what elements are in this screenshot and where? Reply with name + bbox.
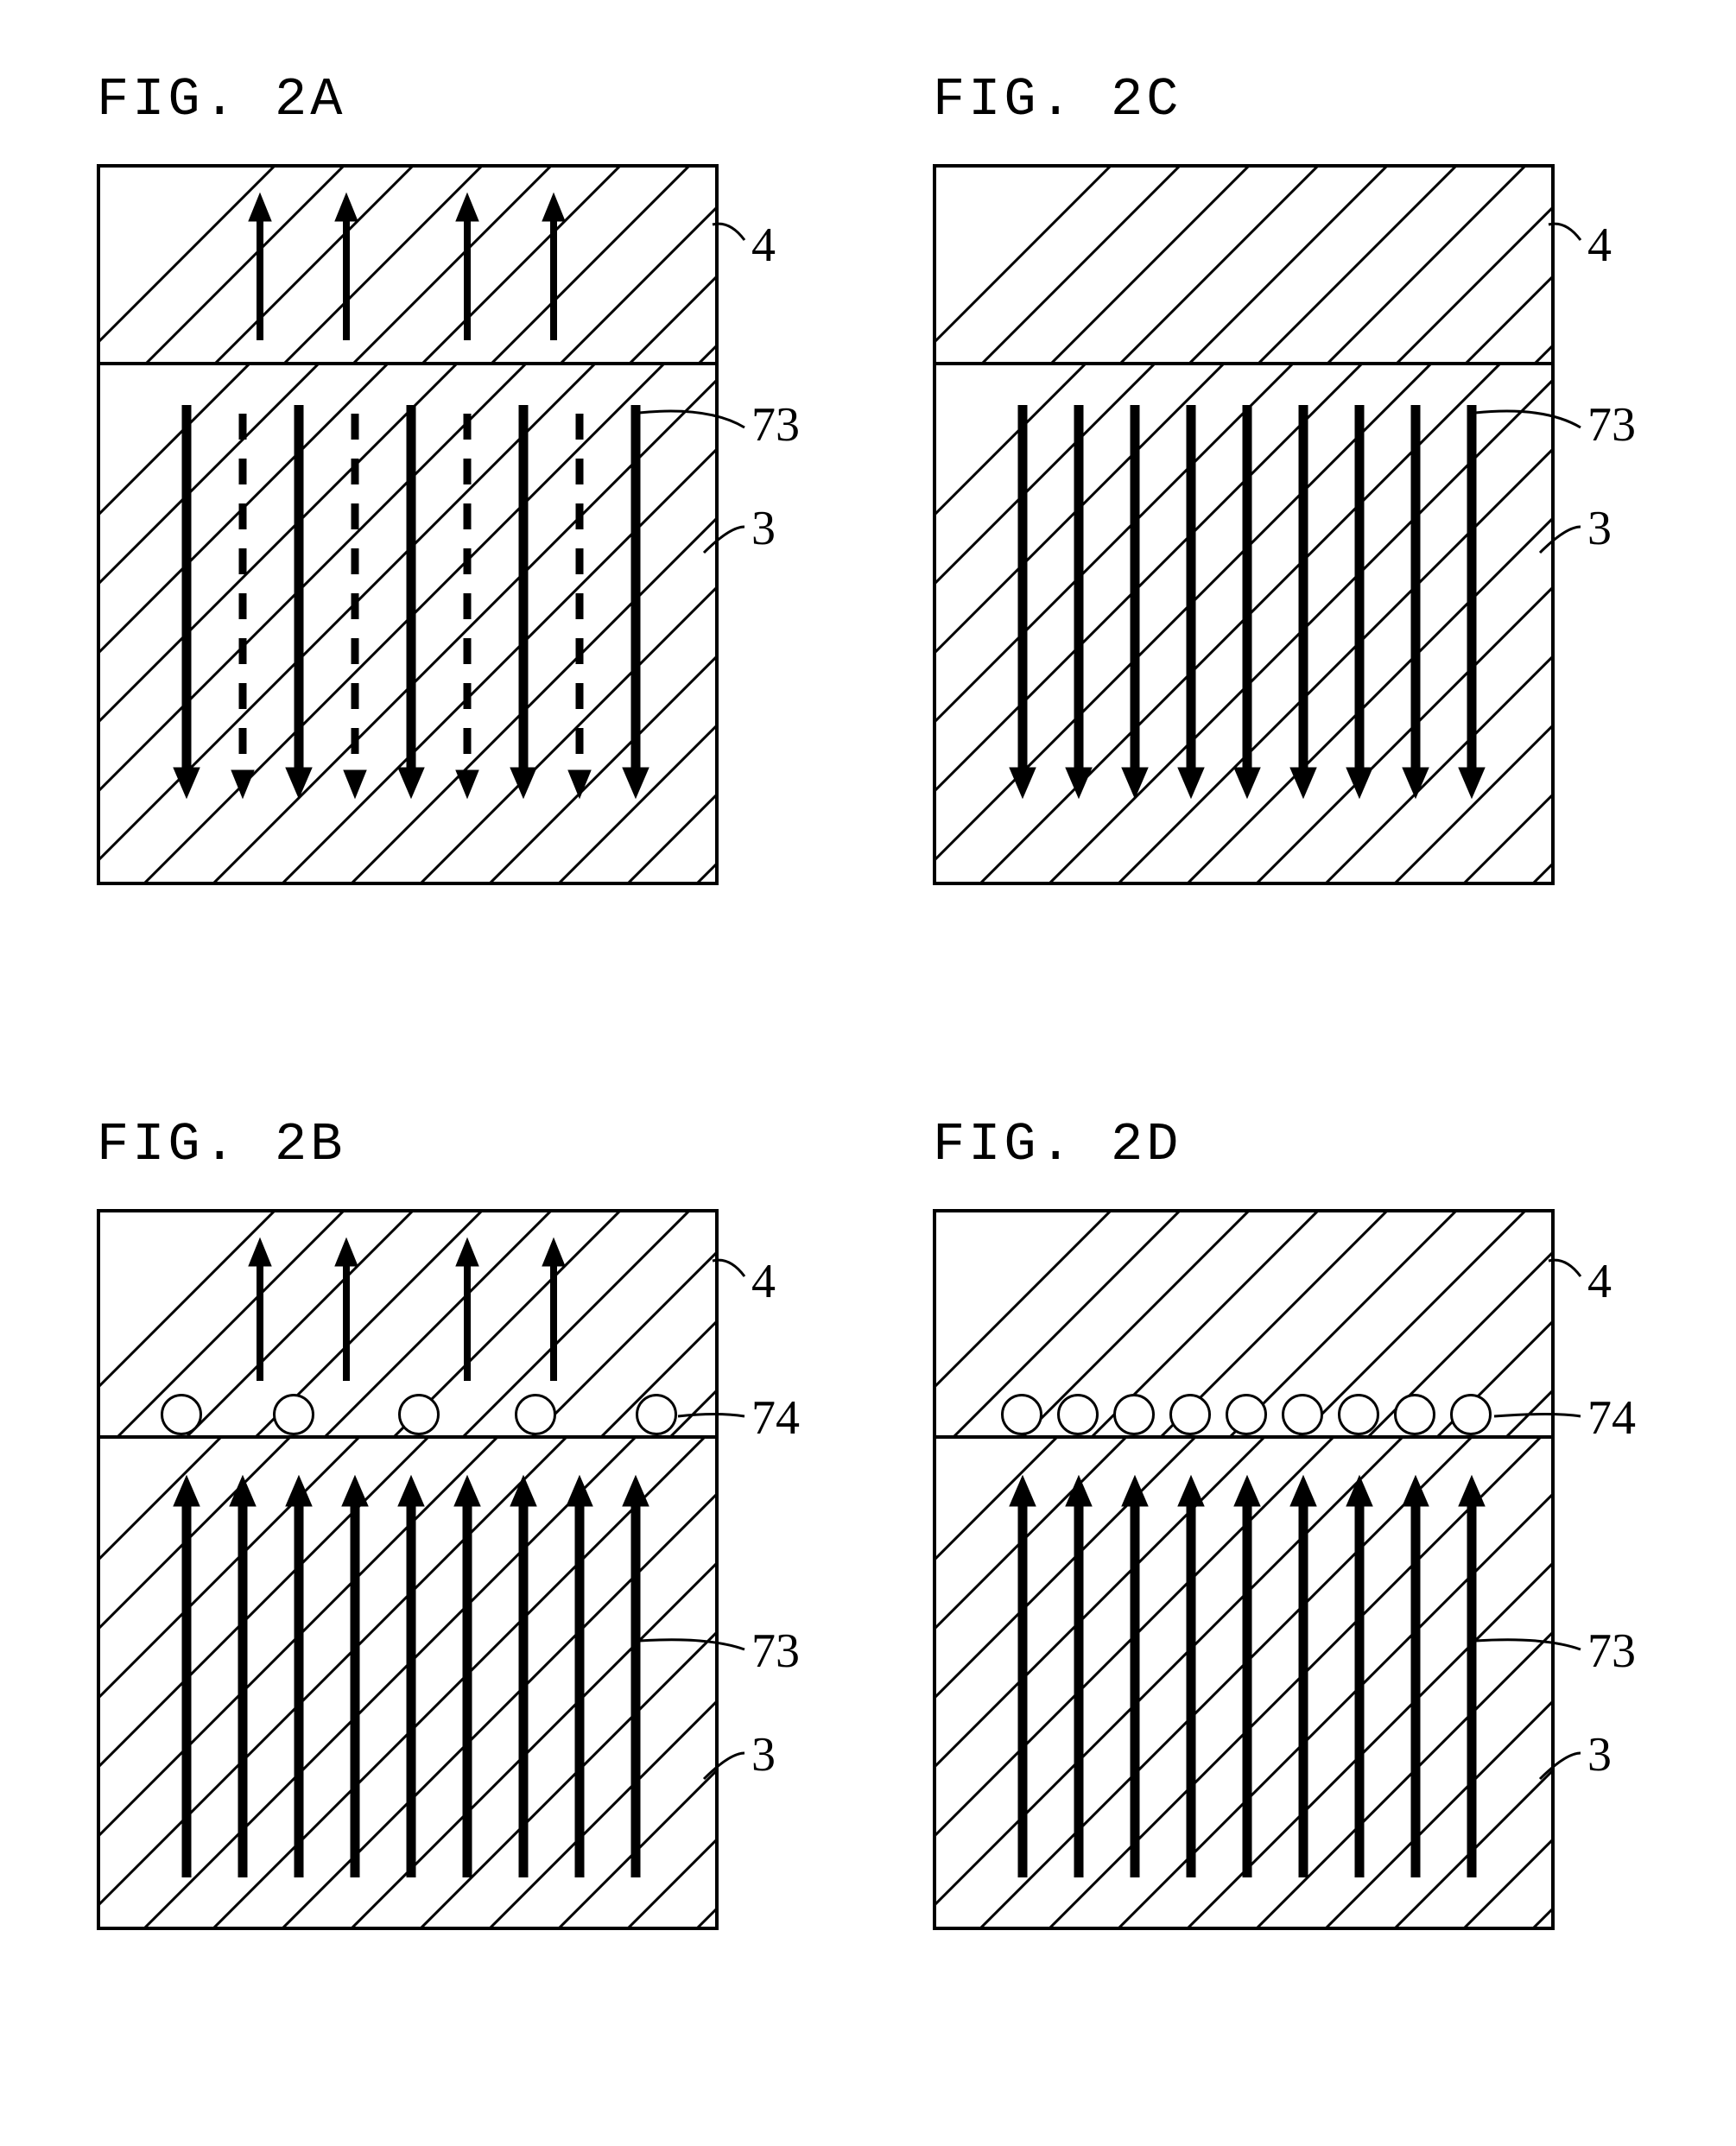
circle-74 bbox=[1338, 1394, 1379, 1435]
box-2c bbox=[933, 164, 1555, 885]
circle-74 bbox=[1394, 1394, 1435, 1435]
lead-4-2b: 4 bbox=[751, 1254, 776, 1309]
circle-74 bbox=[398, 1394, 440, 1435]
circle-74 bbox=[1113, 1394, 1155, 1435]
divider-2d bbox=[936, 1435, 1551, 1439]
hatch-2c bbox=[936, 168, 1551, 882]
lead-4-2d: 4 bbox=[1587, 1254, 1612, 1309]
circle-74 bbox=[1001, 1394, 1042, 1435]
fig-label-2a: FIG. 2A bbox=[97, 69, 345, 130]
divider-2a bbox=[100, 362, 715, 365]
circle-74 bbox=[161, 1394, 202, 1435]
lead-73-2c: 73 bbox=[1587, 397, 1636, 453]
lead-73-2b: 73 bbox=[751, 1624, 800, 1679]
circle-74 bbox=[1226, 1394, 1267, 1435]
lead-74-2b: 74 bbox=[751, 1390, 800, 1446]
circle-74 bbox=[515, 1394, 556, 1435]
lead-74-2d: 74 bbox=[1587, 1390, 1636, 1446]
box-2d bbox=[933, 1209, 1555, 1930]
hatch-2b bbox=[100, 1212, 715, 1927]
circle-74 bbox=[273, 1394, 314, 1435]
box-2a bbox=[97, 164, 719, 885]
hatch-2a bbox=[100, 168, 715, 882]
circle-74 bbox=[636, 1394, 677, 1435]
lead-4-2a: 4 bbox=[751, 218, 776, 273]
box-2b bbox=[97, 1209, 719, 1930]
lead-3-2b: 3 bbox=[751, 1727, 776, 1782]
page: FIG. 2A bbox=[0, 0, 1736, 2146]
hatch-2d bbox=[936, 1212, 1551, 1927]
divider-2b bbox=[100, 1435, 715, 1439]
lead-3-2d: 3 bbox=[1587, 1727, 1612, 1782]
divider-2c bbox=[936, 362, 1551, 365]
circle-74 bbox=[1282, 1394, 1323, 1435]
lead-73-2a: 73 bbox=[751, 397, 800, 453]
lead-3-2a: 3 bbox=[751, 501, 776, 556]
lead-3-2c: 3 bbox=[1587, 501, 1612, 556]
circle-74 bbox=[1169, 1394, 1211, 1435]
lead-4-2c: 4 bbox=[1587, 218, 1612, 273]
fig-label-2b: FIG. 2B bbox=[97, 1114, 345, 1175]
circle-74 bbox=[1057, 1394, 1099, 1435]
circle-74 bbox=[1450, 1394, 1492, 1435]
fig-label-2c: FIG. 2C bbox=[933, 69, 1182, 130]
fig-label-2d: FIG. 2D bbox=[933, 1114, 1182, 1175]
lead-73-2d: 73 bbox=[1587, 1624, 1636, 1679]
